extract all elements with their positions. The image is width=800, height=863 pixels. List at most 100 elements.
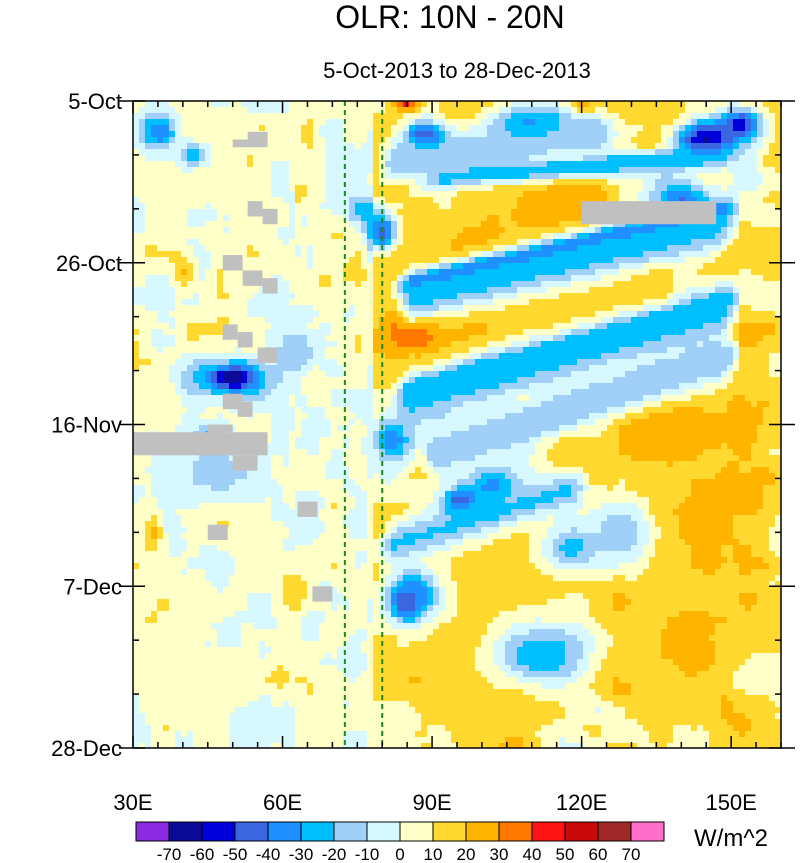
heatmap-cell [625,323,632,330]
heatmap-cell [187,269,194,276]
heatmap-cell [529,329,536,336]
heatmap-cell [733,239,740,246]
heatmap-cell [391,251,398,258]
heatmap-cell [229,275,236,282]
heatmap-cell [757,347,764,354]
heatmap-cell [271,167,278,174]
heatmap-cell [325,317,332,324]
heatmap-cell [229,251,236,258]
heatmap-cell [643,329,650,336]
heatmap-cell [199,233,206,240]
heatmap-cell [343,113,350,120]
heatmap-cell [373,131,380,138]
heatmap-cell [691,275,698,282]
heatmap-cell [325,293,332,300]
heatmap-cell [625,275,632,282]
heatmap-cell [175,173,182,180]
heatmap-cell [595,293,602,300]
heatmap-cell [469,155,476,162]
heatmap-cell [613,359,620,366]
heatmap-cell [685,239,692,246]
heatmap-cell [637,245,644,252]
heatmap-cell [583,143,590,150]
heatmap-cell [637,257,644,264]
heatmap-cell [751,209,758,216]
heatmap-cell [199,251,206,258]
heatmap-cell [241,287,248,294]
heatmap-cell [649,197,656,204]
heatmap-cell [481,323,488,330]
heatmap-cell [403,161,410,168]
heatmap-cell [409,167,416,174]
heatmap-cell [343,173,350,180]
heatmap-cell [205,365,212,372]
heatmap-cell [163,305,170,312]
heatmap-cell [151,149,158,156]
heatmap-cell [613,329,620,336]
heatmap-cell [511,311,518,318]
heatmap-cell [391,239,398,246]
heatmap-cell [535,137,542,144]
heatmap-cell [397,203,404,210]
heatmap-cell [265,203,272,210]
heatmap-cell [727,191,734,198]
heatmap-cell [685,101,692,108]
heatmap-cell [607,137,614,144]
heatmap-cell [331,347,338,354]
heatmap-cell [205,215,212,222]
heatmap-cell [499,311,506,318]
heatmap-cell [211,155,218,162]
heatmap-cell [559,251,566,258]
heatmap-cell [391,287,398,294]
heatmap-cell [277,179,284,186]
heatmap-cell [361,293,368,300]
heatmap-cell [403,257,410,264]
heatmap-cell [415,275,422,282]
heatmap-cell [745,149,752,156]
heatmap-cell [769,323,776,330]
heatmap-cell [751,167,758,174]
heatmap-cell [403,269,410,276]
heatmap-cell [163,239,170,246]
heatmap-cell [673,269,680,276]
heatmap-cell [307,125,314,132]
heatmap-cell [217,221,224,228]
heatmap-cell [589,365,596,372]
heatmap-cell [391,365,398,372]
heatmap-cell [313,203,320,210]
heatmap-cell [571,197,578,204]
heatmap-cell [319,329,326,336]
heatmap-cell [379,257,386,264]
heatmap-cell [655,299,662,306]
heatmap-cell [397,143,404,150]
heatmap-cell [433,275,440,282]
heatmap-cell [523,101,530,108]
heatmap-cell [679,227,686,234]
heatmap-cell [433,323,440,330]
heatmap-cell [301,311,308,318]
heatmap-cell [475,329,482,336]
heatmap-cell [301,107,308,114]
heatmap-cell [619,119,626,126]
heatmap-cell [571,317,578,324]
heatmap-cell [451,299,458,306]
heatmap-cell [577,293,584,300]
heatmap-cell [259,251,266,258]
heatmap-cell [367,365,374,372]
heatmap-cell [643,119,650,126]
heatmap-cell [463,251,470,258]
heatmap-cell [211,365,218,372]
heatmap-cell [343,341,350,348]
heatmap-cell [577,197,584,204]
heatmap-cell [769,371,776,378]
heatmap-cell [229,293,236,300]
heatmap-cell [187,233,194,240]
heatmap-cell [235,161,242,168]
heatmap-cell [211,377,218,384]
heatmap-cell [187,359,194,366]
heatmap-cell [481,155,488,162]
heatmap-cell [589,371,596,378]
heatmap-cell [199,119,206,126]
heatmap-cell [571,305,578,312]
heatmap-cell [769,131,776,138]
